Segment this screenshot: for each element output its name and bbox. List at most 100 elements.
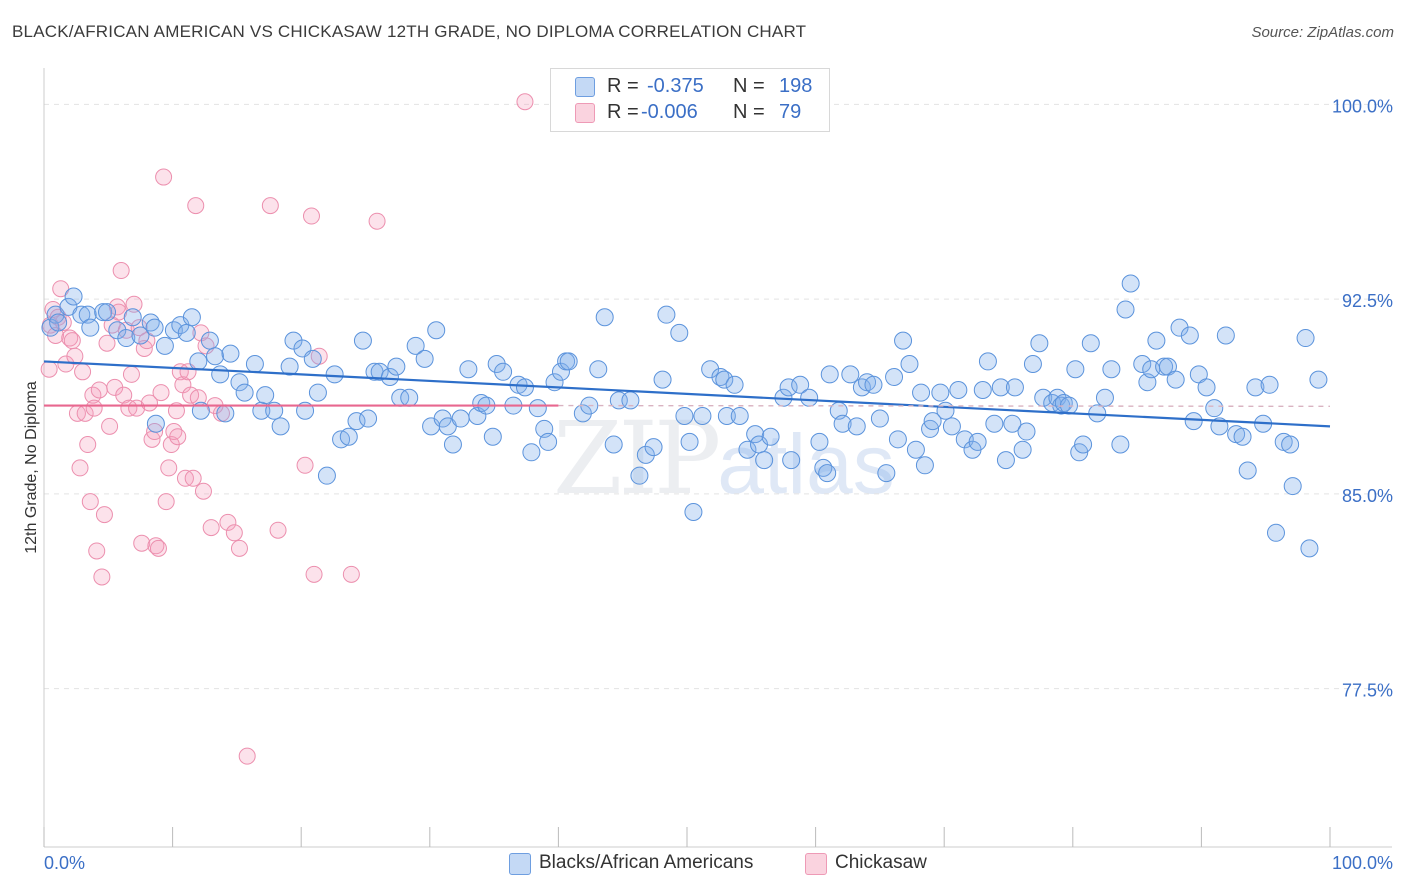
- chickasaw-point: [52, 280, 70, 298]
- blacks-point: [189, 352, 208, 371]
- blacks-point: [936, 401, 955, 420]
- blacks-point: [1180, 326, 1199, 345]
- blacks-point: [657, 305, 676, 324]
- blacks-point: [630, 466, 649, 485]
- legend-n-label: N =: [733, 75, 765, 97]
- bottom-legend-swatch-blue: [509, 853, 531, 875]
- blacks-point: [117, 329, 136, 348]
- blacks-point: [595, 308, 614, 327]
- blacks-point: [1216, 326, 1235, 345]
- blacks-point: [810, 432, 829, 451]
- blacks-point: [670, 323, 689, 342]
- x-tick-label: 0.0%: [44, 853, 85, 873]
- blacks-point: [1170, 318, 1189, 337]
- blacks-point: [942, 417, 961, 436]
- blacks-point: [1003, 414, 1022, 433]
- blacks-point: [755, 451, 774, 470]
- blacks-point: [221, 344, 240, 363]
- blacks-point: [551, 362, 570, 381]
- legend-n-value: 198: [779, 75, 813, 97]
- chickasaw-point: [184, 469, 202, 487]
- blacks-point: [108, 321, 127, 340]
- blacks-point: [1233, 427, 1252, 446]
- chickasaw-point: [115, 386, 133, 404]
- blacks-point: [443, 435, 462, 454]
- blacks-point: [894, 331, 913, 350]
- blacks-point: [1111, 435, 1130, 454]
- blacks-point: [991, 378, 1010, 397]
- chickasaw-point: [202, 519, 220, 537]
- blacks-point: [131, 326, 150, 345]
- legend-r-value: -0.006: [641, 101, 698, 123]
- blacks-point: [64, 287, 83, 306]
- chickasaw-point: [516, 93, 534, 111]
- blacks-point: [1133, 355, 1152, 374]
- chickasaw-point: [305, 565, 323, 583]
- blacks-point: [1166, 370, 1185, 389]
- y-tick-label: 92.5%: [1342, 291, 1393, 311]
- blacks-point: [693, 406, 712, 425]
- blacks-point: [380, 368, 399, 387]
- chickasaw-point: [81, 493, 99, 511]
- blacks-point: [155, 336, 174, 355]
- y-tick-label: 77.5%: [1342, 681, 1393, 701]
- blacks-point: [472, 393, 491, 412]
- blacks-point: [522, 443, 541, 462]
- legend-swatch-blue: [575, 77, 595, 97]
- blacks-point: [406, 336, 425, 355]
- blacks-point: [1309, 370, 1328, 389]
- blacks-point: [177, 323, 196, 342]
- chickasaw-point: [194, 482, 212, 500]
- blacks-point: [271, 417, 290, 436]
- chickasaw-point: [63, 332, 81, 350]
- blacks-point: [146, 414, 165, 433]
- blacks-point: [347, 412, 366, 431]
- blacks-point: [1017, 422, 1036, 441]
- blacks-point: [1155, 357, 1174, 376]
- blacks-point: [1081, 334, 1100, 353]
- blacks-point: [779, 378, 798, 397]
- blacks-point: [559, 352, 578, 371]
- bottom-legend-label: Blacks/African Americans: [539, 852, 754, 873]
- chickasaw-point: [238, 747, 256, 765]
- chickasaw-point: [160, 459, 178, 477]
- blacks-point: [1102, 360, 1121, 379]
- chickasaw-point: [147, 537, 165, 555]
- blacks-point: [528, 399, 547, 418]
- chickasaw-point: [296, 456, 314, 474]
- chickasaw-point: [128, 399, 146, 417]
- blacks-point: [49, 313, 68, 332]
- blacks-point: [303, 349, 322, 368]
- blacks-point: [81, 318, 100, 337]
- blacks-point: [427, 321, 446, 340]
- blacks-point: [515, 378, 534, 397]
- blacks-point: [701, 360, 720, 379]
- chickasaw-point: [187, 197, 205, 215]
- source-label: Source: ZipAtlas.com: [1251, 24, 1394, 41]
- blacks-point: [746, 425, 765, 444]
- blacks-point: [284, 331, 303, 350]
- blacks-point: [235, 383, 254, 402]
- blacks-point: [915, 456, 934, 475]
- blacks-point: [1197, 378, 1216, 397]
- chickasaw-point: [112, 262, 130, 280]
- blacks-point: [211, 365, 230, 384]
- chickasaw-point: [133, 534, 151, 552]
- blacks-point: [680, 432, 699, 451]
- blacks-point: [1066, 360, 1085, 379]
- blacks-point: [483, 427, 502, 446]
- chickasaw-point: [85, 399, 103, 417]
- blacks-point: [968, 432, 987, 451]
- chickasaw-point: [169, 428, 187, 446]
- chickasaw-point: [140, 394, 158, 412]
- blacks-point: [877, 464, 896, 483]
- blacks-point: [230, 373, 249, 392]
- chickasaw-point: [122, 365, 140, 383]
- blacks-point: [1074, 435, 1093, 454]
- blacks-point: [1147, 331, 1166, 350]
- blacks-point: [885, 368, 904, 387]
- blacks-point: [1300, 539, 1319, 558]
- blacks-point: [280, 357, 299, 376]
- chickasaw-point: [269, 521, 287, 539]
- blacks-point: [1246, 378, 1265, 397]
